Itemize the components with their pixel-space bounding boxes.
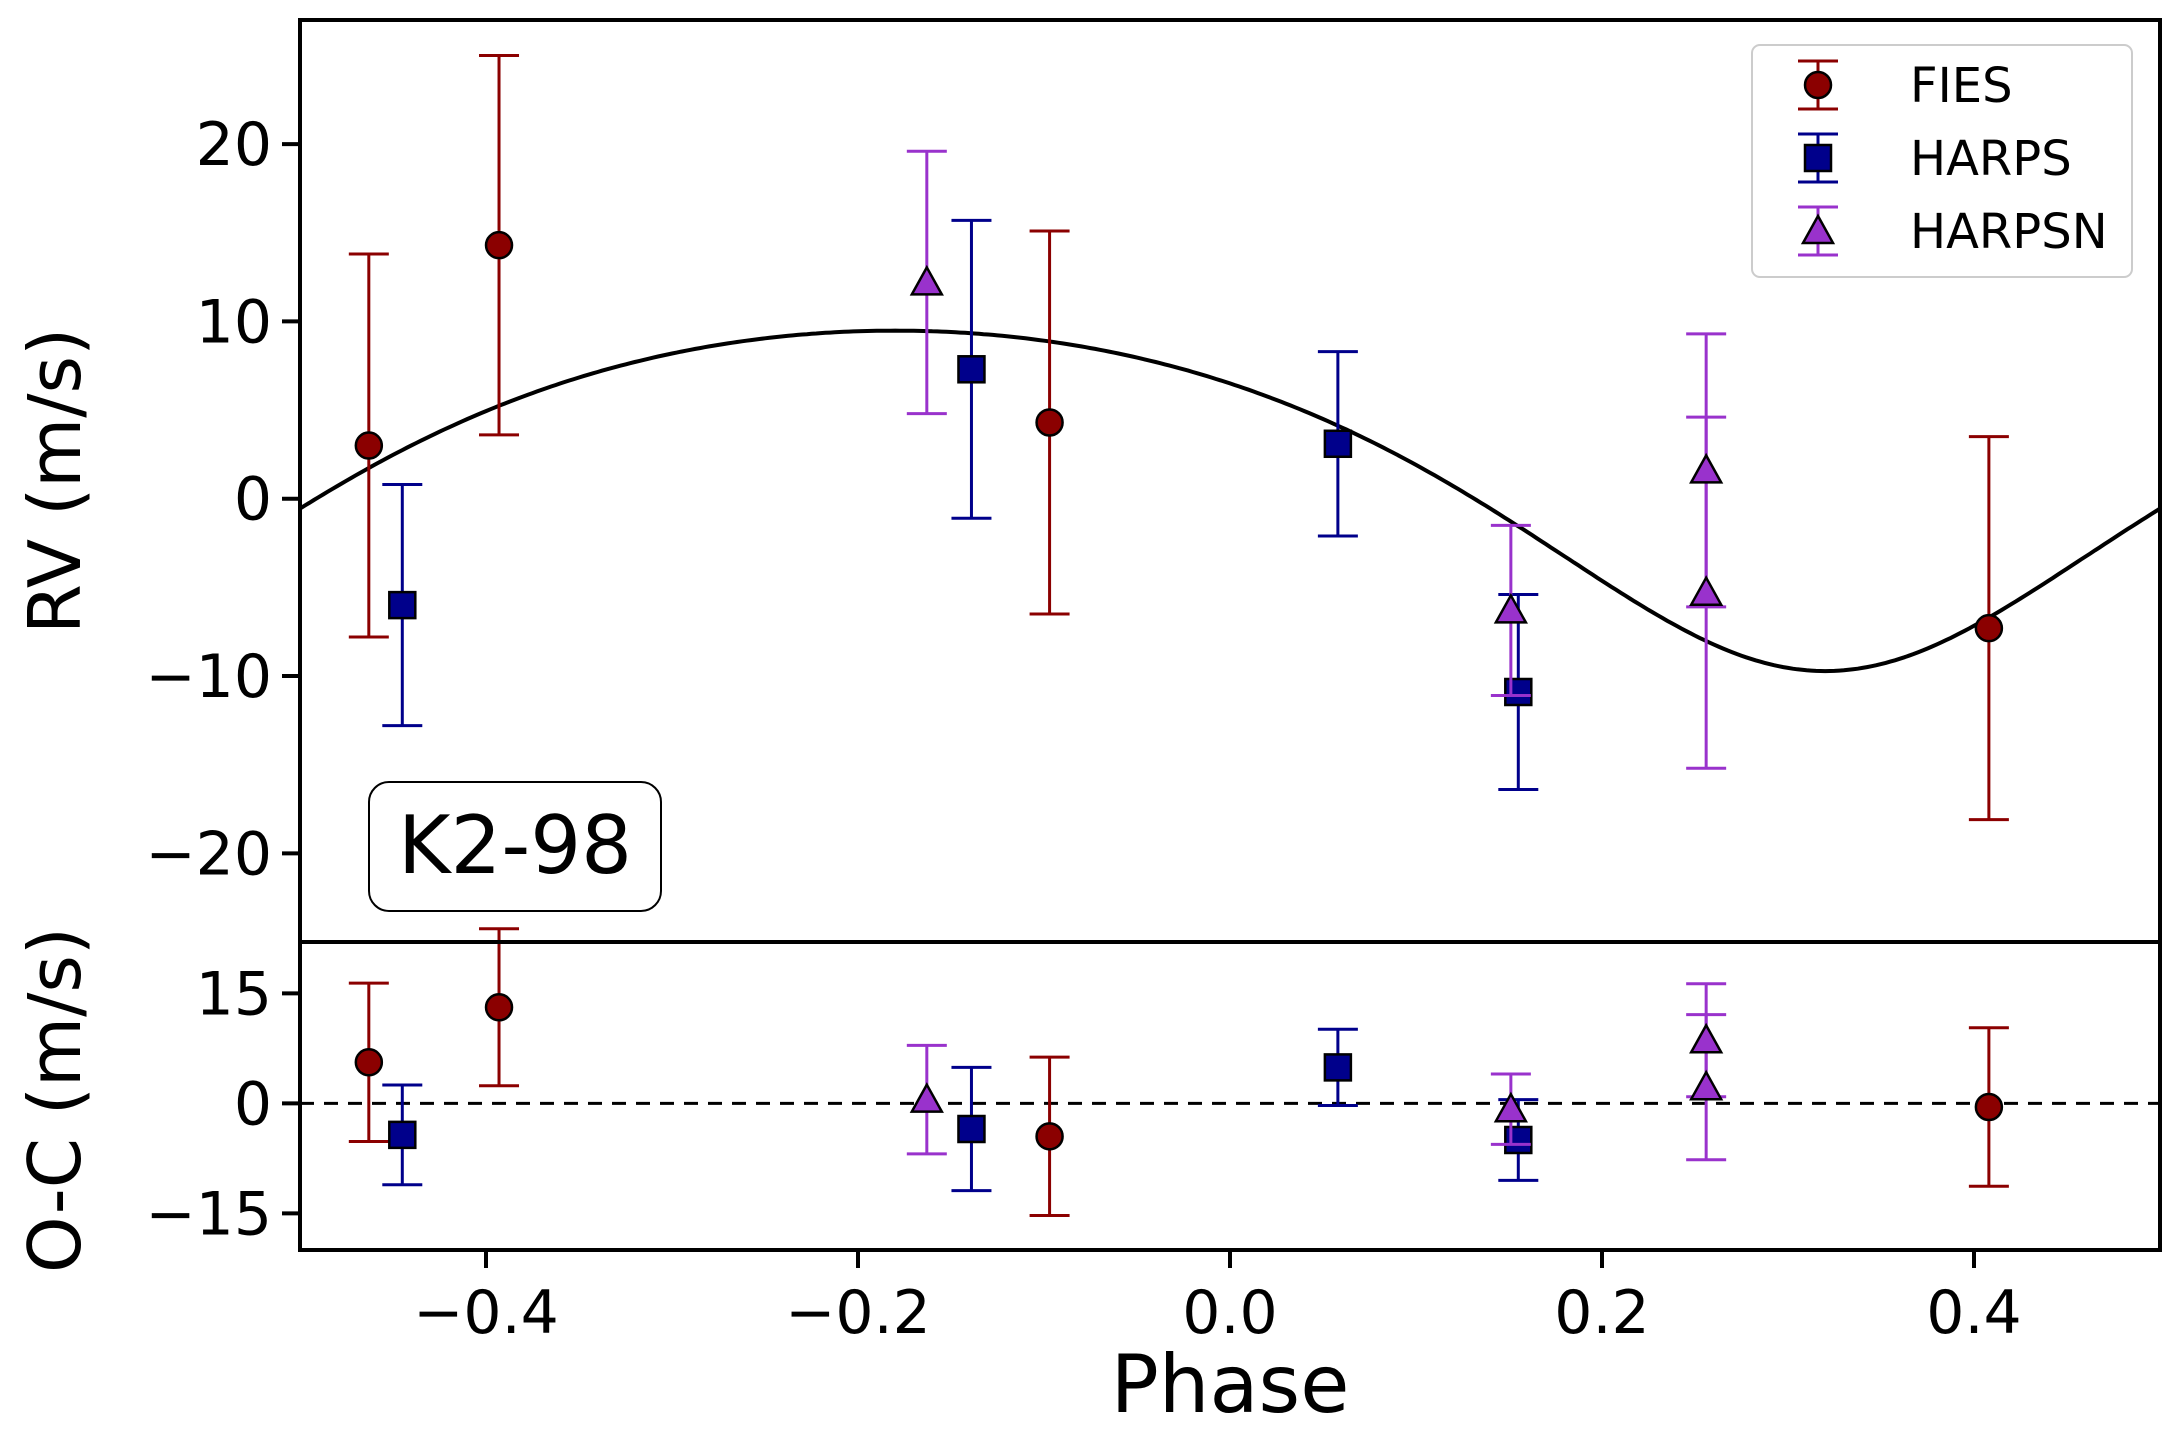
legend-marker-harpsn: [1800, 213, 1836, 245]
target-label: K2-98: [398, 799, 632, 892]
oc-point-fies: [1974, 1092, 2004, 1122]
rv-model-curve: [298, 328, 2162, 674]
legend-label: HARPSN: [1910, 204, 2108, 260]
x-tick-label: 0.2: [1554, 1278, 1649, 1348]
legend-label: FIES: [1910, 58, 2013, 114]
legend-marker-harps: [1803, 143, 1833, 173]
oc-y-tick-label: 0: [234, 1069, 272, 1139]
oc-point-fies: [484, 993, 514, 1022]
oc-y-tick-label: −15: [145, 1179, 272, 1249]
rv-y-tick-label: −20: [145, 819, 272, 889]
rv-point-fies: [354, 431, 384, 460]
legend-label: HARPS: [1910, 131, 2072, 187]
x-axis-label: Phase: [1111, 1338, 1350, 1431]
x-tick-label: 0.4: [1926, 1278, 2021, 1348]
rv-point-harpsn: [1493, 592, 1528, 624]
legend-marker-fies: [1803, 70, 1833, 100]
oc-panel-frame: [298, 940, 2162, 1252]
oc-point-harpsn: [909, 1082, 944, 1113]
oc-point-harpsn: [1689, 1069, 1724, 1101]
legend-frame: [1751, 44, 2133, 278]
rv-point-harpsn: [1689, 452, 1724, 484]
rv-point-harpsn: [1689, 575, 1724, 606]
legend-entry-harpsn: HARPSN: [1798, 204, 2108, 260]
rv-point-fies: [1974, 613, 2004, 643]
oc-point-harps: [957, 1114, 986, 1144]
rv-point-harps: [388, 590, 417, 620]
rv-axis-label: RV (m/s): [13, 328, 97, 634]
rv-y-tick-label: 0: [234, 465, 272, 535]
legend-entry-harps: HARPS: [1798, 131, 2072, 187]
rv-point-harps: [1504, 677, 1533, 707]
x-tick-label: 0.0: [1182, 1278, 1277, 1348]
oc-point-harpsn: [1493, 1091, 1528, 1123]
rv-point-fies: [1035, 408, 1064, 437]
rv-point-harps: [1323, 429, 1353, 459]
x-tick-label: −0.4: [413, 1278, 559, 1348]
rv-y-tick-label: 20: [196, 110, 272, 180]
oc-point-fies: [354, 1048, 384, 1077]
rv-y-tick-label: −10: [145, 642, 272, 712]
oc-point-fies: [1035, 1122, 1064, 1151]
oc-point-harps: [1323, 1053, 1353, 1082]
legend: FIES HARPS HARPSN: [1751, 44, 2133, 278]
oc-panel: 15 0 −15 O-C (m/s): [13, 927, 2162, 1273]
rv-point-harpsn: [909, 264, 944, 296]
oc-y-tick-label: 15: [196, 959, 272, 1029]
legend-entry-fies: FIES: [1798, 58, 2013, 114]
target-label-box: K2-98: [368, 781, 662, 912]
oc-point-harps: [388, 1120, 417, 1150]
rv-y-tick-label: 10: [196, 287, 272, 357]
oc-point-harps: [1504, 1125, 1533, 1155]
rv-panel: 20 10 0 −10 −20 RV (m/s) K2-98 FIES HARPS HARP…: [13, 18, 2162, 944]
rv-point-fies: [484, 230, 514, 260]
oc-axis-label: O-C (m/s): [13, 927, 97, 1273]
x-tick-label: −0.2: [785, 1278, 931, 1348]
rv-point-harps: [957, 355, 986, 384]
oc-point-harpsn: [1689, 1022, 1724, 1054]
